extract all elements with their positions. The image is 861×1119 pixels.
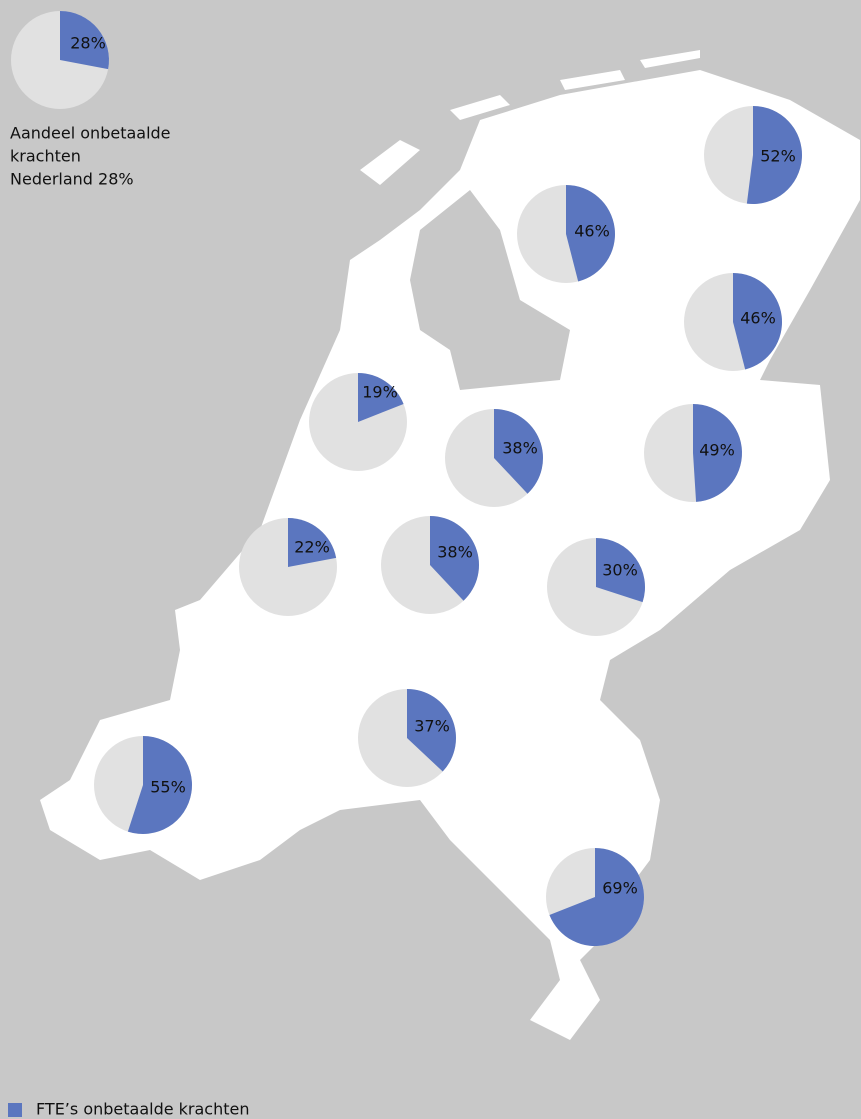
lake [410,190,570,390]
pie-label: 38% [502,439,538,458]
legend-label: FTE’s onbetaalde krachten [36,1100,250,1119]
pie-label: 46% [574,222,610,241]
pie-label: 30% [602,561,638,580]
pie-label: 38% [437,543,473,562]
pie-label: 49% [699,441,735,460]
pie-wedge [60,11,109,70]
pie-wedge [494,409,544,494]
pie-wedge [288,518,337,567]
pie-wedge [127,736,193,834]
pie-label: 69% [602,879,638,898]
pie-label: 52% [760,147,796,166]
pie-wedge [566,185,615,282]
pie-label: 55% [150,778,186,797]
pie-wedge [358,373,404,422]
pie-label: 22% [294,538,330,557]
pie-wedge [430,516,479,601]
note-line: Nederland 28% [10,170,134,189]
pie-label: 19% [362,383,398,402]
pie-wedge [407,689,456,772]
pie-label: 46% [740,309,776,328]
pie-wedge [733,273,783,370]
pie-wedge [746,106,802,204]
pie-wedge [596,538,645,603]
note-line: krachten [10,147,81,166]
pie-wedge [549,848,645,946]
note-line: Aandeel onbetaalde [10,124,171,143]
legend-swatch [8,1103,22,1117]
pie-label: 37% [414,717,450,736]
pie-label: 28% [70,34,106,53]
islands [360,50,700,185]
pie-wedge [693,404,742,502]
